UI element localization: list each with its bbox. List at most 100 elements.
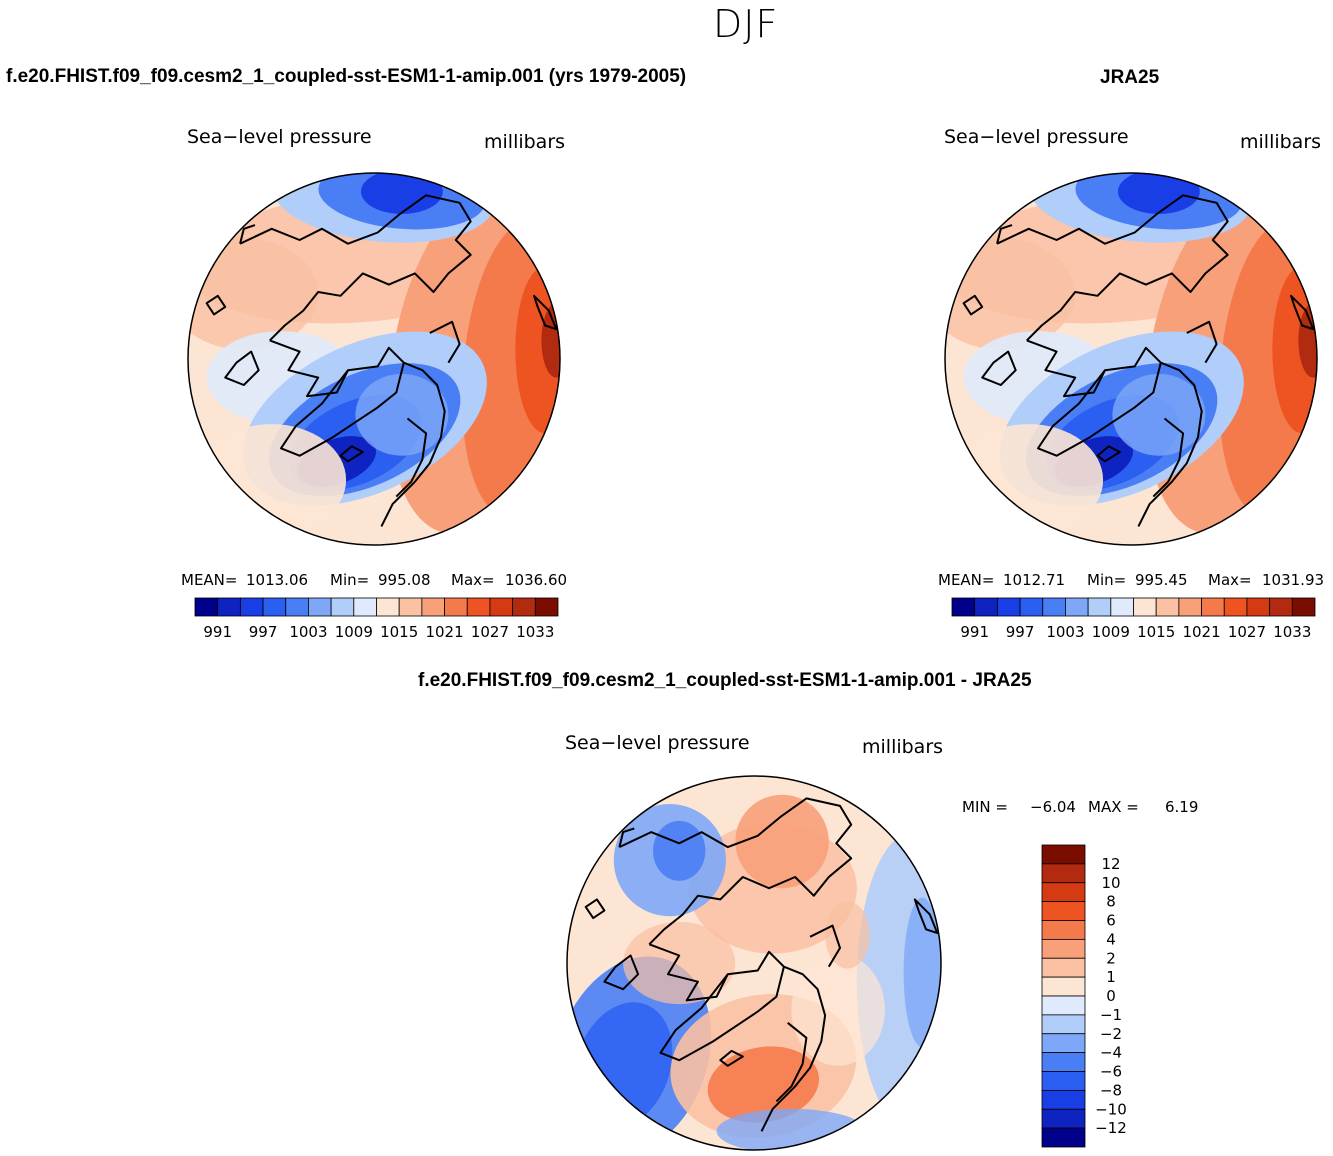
panel1-variable-label: Sea−level pressure [187,126,372,148]
map-boundary-2 [944,172,1318,546]
coastline [618,797,853,946]
contour-region [707,1046,819,1123]
colorbar-swatch [1133,597,1157,617]
coastline [239,194,472,342]
colorbar-tick-label: 1021 [425,623,463,641]
coastline [719,1049,744,1067]
colorbar-swatch [1042,597,1066,617]
panel2-mean-label: MEAN= [938,571,995,589]
coastline [1152,417,1185,498]
coastline [1290,294,1315,331]
panel2-mean-value: 1012.71 [1003,571,1066,589]
colorbar-swatch [1041,1014,1086,1035]
contour-region [360,173,443,214]
colorbar-tick-label: 0 [1106,987,1116,1005]
colorbar-tick-label: 1027 [471,623,509,641]
colorbar-swatch [466,597,491,617]
colorbar-swatch [1269,597,1293,617]
colorbar-tick-label: −10 [1095,1100,1127,1118]
colorbar-swatch [1291,597,1316,617]
coastline [659,966,785,1062]
coastline [962,294,984,316]
coastline [1037,362,1162,457]
colorbar-tick-label: 1009 [335,623,373,641]
colorbar-swatch [1041,863,1086,884]
map-field-2 [945,173,1317,545]
colorbar-swatch [534,597,559,617]
colorbar-swatch [1041,901,1086,921]
panel1-mean-value: 1013.06 [246,571,309,589]
colorbar-2: 991 997 1003 1009 1015 1021 1027 1033 [951,597,1316,641]
contour-region [541,303,560,378]
coastline [395,417,428,498]
colorbar-swatch [1041,957,1086,978]
colorbar-tick-label: 12 [1101,855,1120,873]
contour-region [716,1108,867,1150]
colorbar-swatch [1246,597,1271,617]
coastline [239,224,256,244]
coastline [809,924,841,968]
coastline [1026,339,1203,527]
contour-region [825,901,870,969]
coastlines-2 [962,194,1315,527]
colorbar-swatch [1041,920,1086,940]
colorbar-swatch [1155,597,1180,617]
colorbar-swatch [330,597,355,617]
contour-region [791,953,885,1066]
colorbar-swatch [1041,1033,1086,1054]
colorbar-swatch [951,597,976,617]
colorbar-tick-label: 1003 [1046,623,1084,641]
contour-region [1112,373,1206,456]
coastline [429,320,461,364]
map-boundary-1 [187,172,561,546]
colorbar-swatch [1041,976,1086,997]
panel3-title: f.e20.FHIST.f09_f09.cesm2_1_coupled-sst-… [418,670,1032,691]
colorbar-swatch [285,597,309,617]
colorbar-tick-label: −8 [1100,1081,1122,1099]
contour-region [1117,173,1200,214]
colorbar-swatch [1223,597,1248,617]
panel1-mean-label: MEAN= [181,571,238,589]
colorbar-swatch [239,597,264,617]
colorbar-tick-label: 10 [1101,874,1120,892]
coastlines-1 [205,194,558,527]
panel1-max-label: Max= [451,571,495,589]
colorbar-tick-label: 1033 [516,623,554,641]
colorbar-tick-label: 1015 [380,623,418,641]
colorbar-swatch [1110,597,1134,617]
panel2-min-value: 995.45 [1135,571,1188,589]
coastline [269,339,446,527]
colorbar-swatch [1041,1071,1086,1091]
coastline [339,445,364,463]
colorbar-tick-label: 1009 [1092,623,1130,641]
colorbar-tick-label: 991 [960,623,989,641]
panel1-units-label: millibars [484,131,566,153]
colorbar-tick-label: −4 [1100,1044,1122,1062]
colorbar-swatch [1041,882,1086,903]
panel3-min-value: −6.04 [1030,798,1076,816]
panel2-min-label: Min= [1087,571,1127,589]
panel1-title: f.e20.FHIST.f09_f09.cesm2_1_coupled-sst-… [6,66,687,87]
colorbar-tick-label: 991 [203,623,232,641]
panel2-max-value: 1031.93 [1262,571,1325,589]
coastline [1186,320,1218,364]
colorbar-swatch [1041,938,1086,959]
colorbar-tick-label: 1021 [1182,623,1220,641]
colorbar-swatch [996,597,1021,617]
colorbar-swatch [1041,844,1086,865]
colorbar-swatch [1041,1052,1086,1072]
colorbar-swatch [421,597,445,617]
colorbar-tick-label: 8 [1106,893,1116,911]
colorbar-tick-label: −6 [1100,1063,1122,1081]
panel3-variable-label: Sea−level pressure [565,732,750,754]
colorbar-swatch [217,597,241,617]
map-field-3 [567,776,941,1150]
coastline [913,898,939,935]
colorbar-swatch [489,597,514,617]
colorbar-swatch [1041,1089,1086,1110]
contour-region [903,897,941,1048]
panel3-units-label: millibars [862,736,944,758]
colorbar-swatch [1065,597,1089,617]
